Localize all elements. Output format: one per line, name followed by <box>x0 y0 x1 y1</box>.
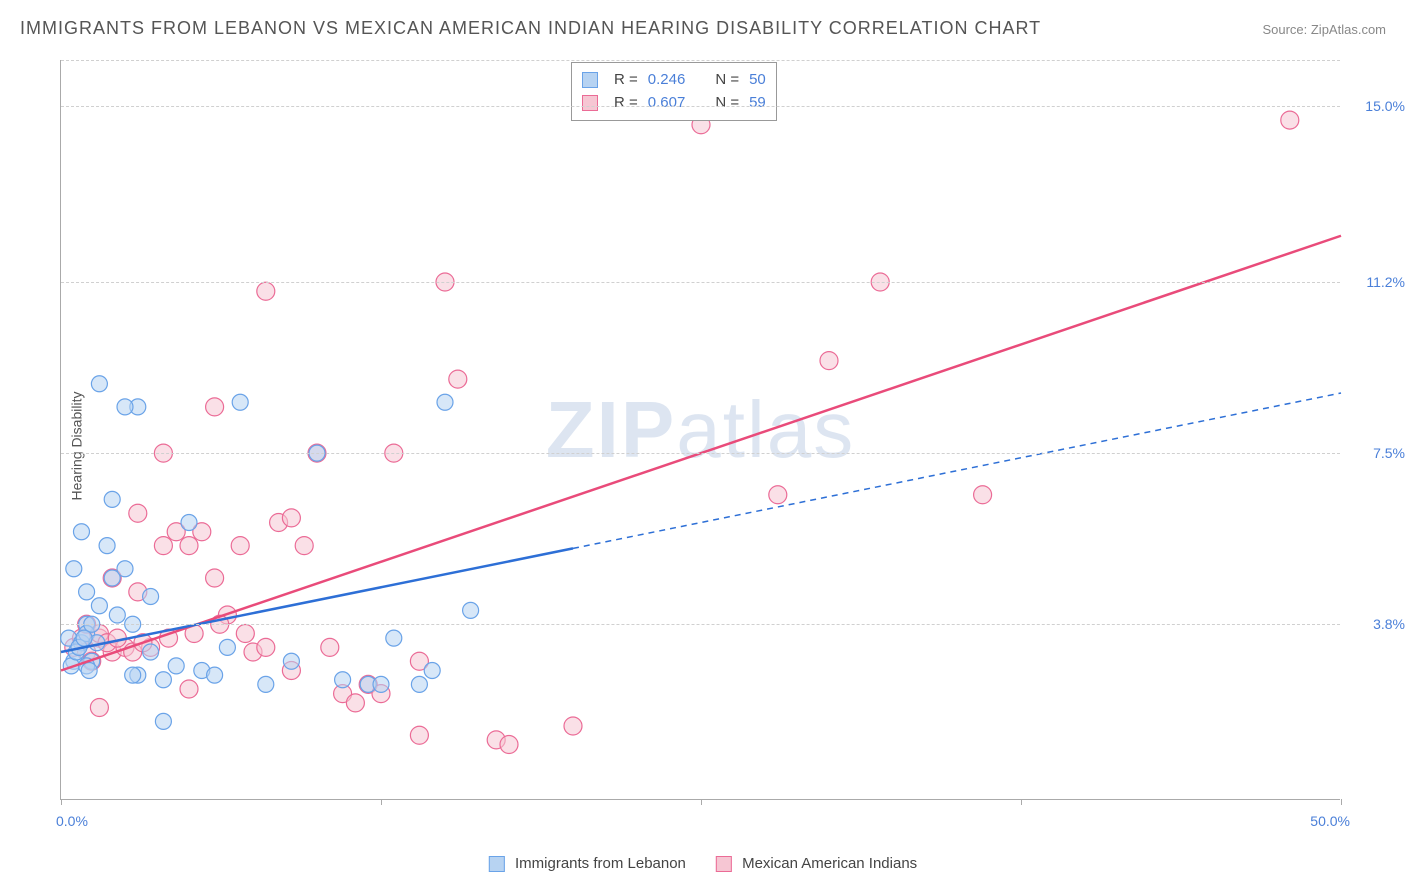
n-label-b: N = <box>715 92 739 115</box>
stats-row-a: R = 0.246 N = 50 <box>582 69 766 92</box>
n-label-a: N = <box>715 69 739 92</box>
y-tick-label: 7.5% <box>1373 445 1405 461</box>
r-label-a: R = <box>614 69 638 92</box>
r-value-b: 0.607 <box>648 92 686 115</box>
legend-label-a: Immigrants from Lebanon <box>515 855 686 872</box>
swatch-series-b <box>582 95 598 111</box>
legend-swatch-b <box>716 856 732 872</box>
chart-container: IMMIGRANTS FROM LEBANON VS MEXICAN AMERI… <box>0 0 1406 892</box>
y-tick-label: 3.8% <box>1373 616 1405 632</box>
x-tick-max: 50.0% <box>1310 813 1350 829</box>
y-tick-label: 11.2% <box>1366 274 1405 290</box>
legend-entry-b: Mexican American Indians <box>716 855 917 872</box>
y-tick-label: 15.0% <box>1365 98 1405 114</box>
bottom-legend: Immigrants from Lebanon Mexican American… <box>489 855 917 872</box>
legend-entry-a: Immigrants from Lebanon <box>489 855 686 872</box>
x-tick-min: 0.0% <box>56 813 88 829</box>
n-value-b: 59 <box>749 92 766 115</box>
swatch-series-a <box>582 72 598 88</box>
stats-legend: R = 0.246 N = 50 R = 0.607 N = 59 <box>571 62 777 121</box>
chart-svg <box>61 60 1340 799</box>
legend-label-b: Mexican American Indians <box>742 855 917 872</box>
source-attribution: Source: ZipAtlas.com <box>1262 22 1386 37</box>
plot-area: ZIPatlas R = 0.246 N = 50 R = 0.607 N = … <box>60 60 1340 800</box>
stats-row-b: R = 0.607 N = 59 <box>582 92 766 115</box>
n-value-a: 50 <box>749 69 766 92</box>
legend-swatch-a <box>489 856 505 872</box>
chart-title: IMMIGRANTS FROM LEBANON VS MEXICAN AMERI… <box>20 18 1041 39</box>
r-value-a: 0.246 <box>648 69 686 92</box>
r-label-b: R = <box>614 92 638 115</box>
